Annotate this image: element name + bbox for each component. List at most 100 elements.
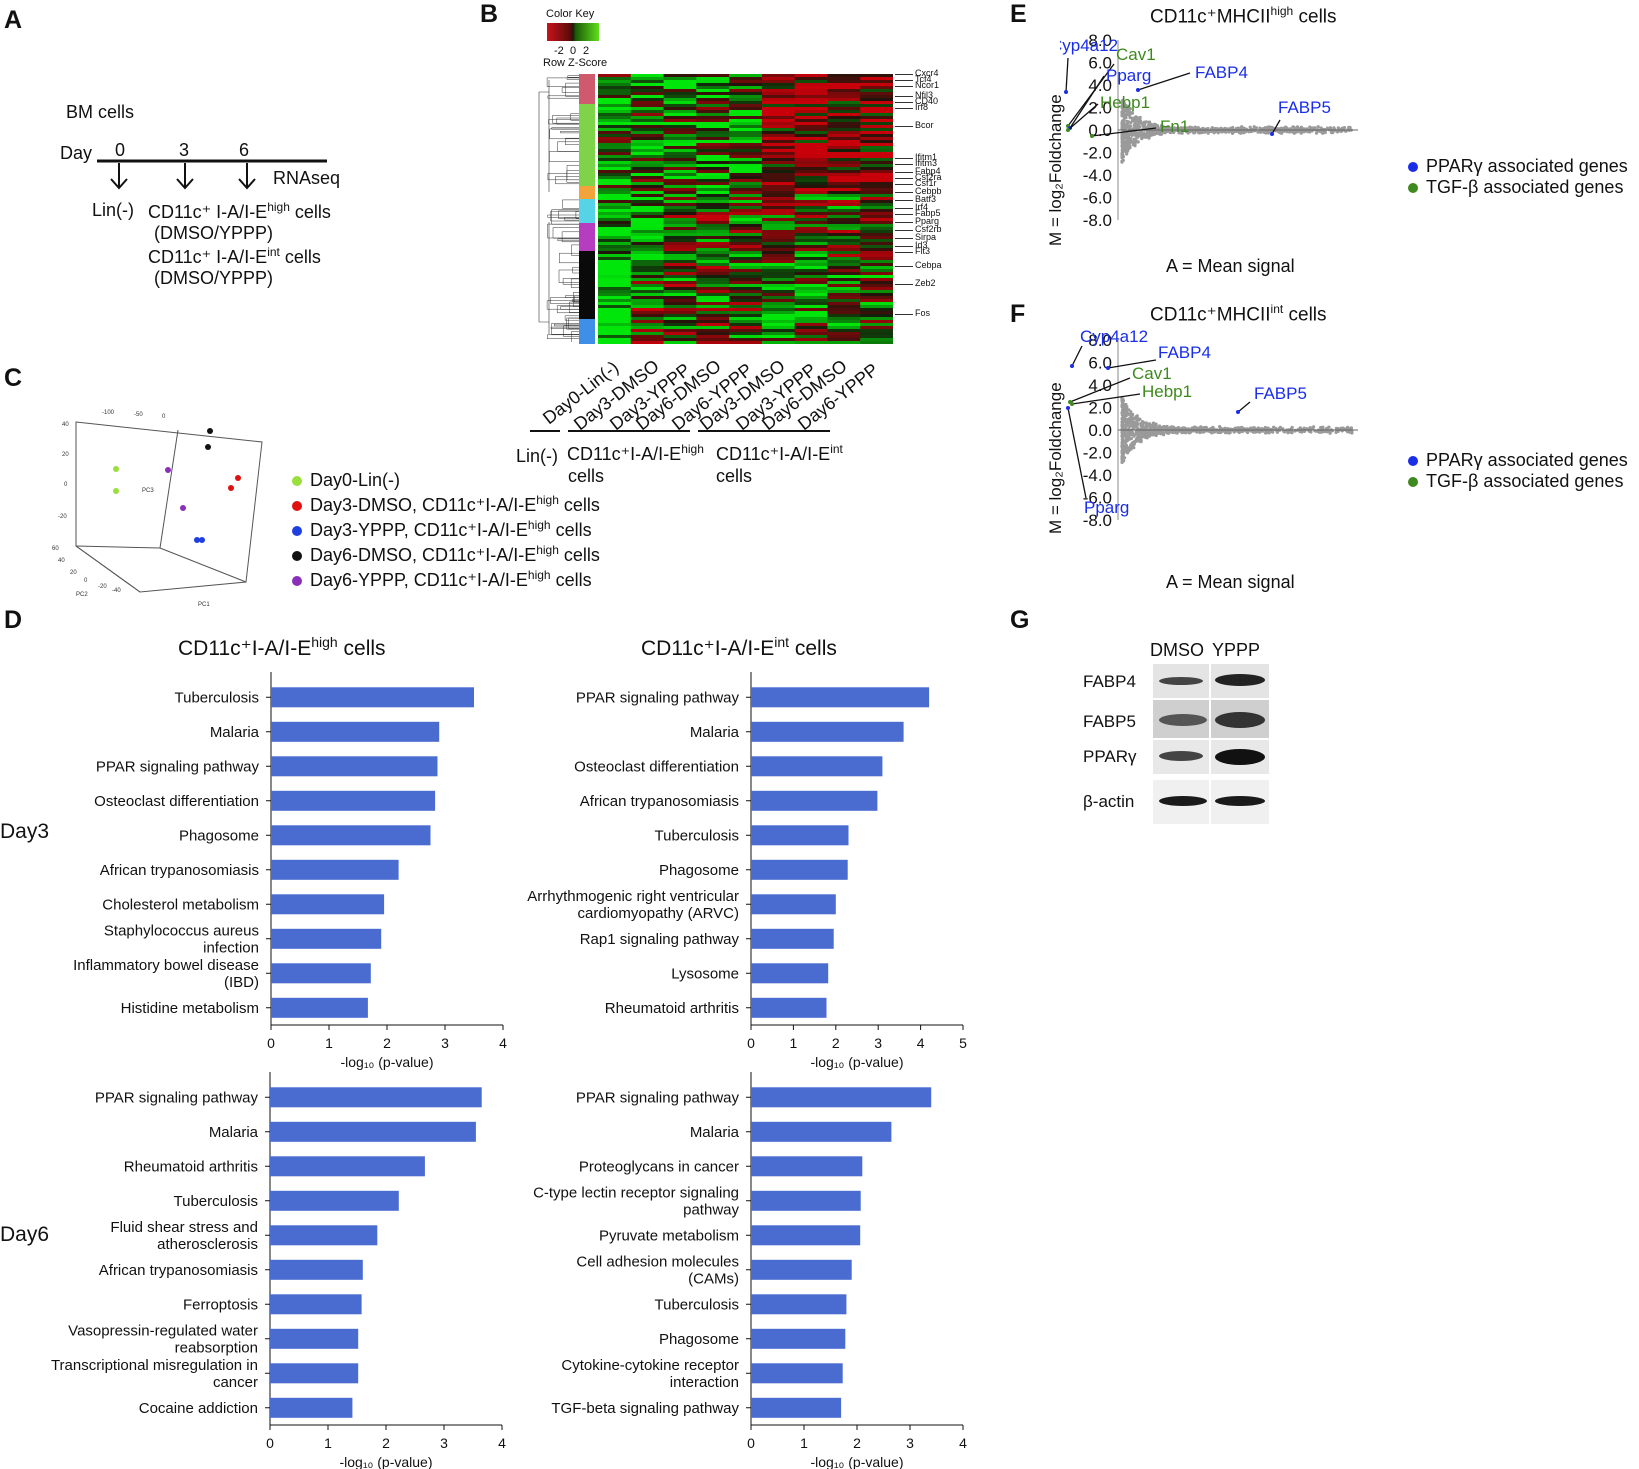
ma-point <box>1121 411 1125 415</box>
heatmap-cell <box>696 194 730 198</box>
ma-point <box>1123 407 1127 411</box>
day-6: 6 <box>239 140 250 160</box>
label-leader <box>1271 119 1281 135</box>
heatmap-cell <box>598 224 632 228</box>
ma-point <box>1132 434 1136 438</box>
ma-point <box>1169 425 1174 429</box>
heatmap-cell <box>860 311 893 315</box>
bar-1-1 <box>751 721 904 742</box>
heatmap-cell <box>827 170 861 174</box>
ma-point <box>1210 127 1214 131</box>
heatmap-cell <box>696 158 730 162</box>
heatmap-cell <box>860 101 893 105</box>
heatmap-cell <box>860 281 893 285</box>
ma-point <box>1128 424 1132 428</box>
bar-1-7 <box>751 928 834 949</box>
heatmap-cell <box>827 149 861 153</box>
ma-point <box>1155 130 1159 134</box>
y-tick-label: -4.0 <box>1083 166 1112 185</box>
heatmap-cell <box>761 332 796 336</box>
lane-dmso: DMSO <box>1150 640 1204 660</box>
x-tick-label: 2 <box>383 1035 391 1051</box>
heatmap-cell <box>630 113 665 117</box>
pc2-axis-label: PC2 <box>76 592 88 598</box>
heatmap-cell <box>860 239 893 243</box>
dendrogram-branch <box>560 306 579 310</box>
heatmap-cell <box>860 332 893 336</box>
heatmap-cell <box>860 212 893 216</box>
ma-point <box>1151 423 1155 428</box>
dendrogram-branch <box>565 295 579 298</box>
bar-label-1-2: Osteoclast differentiation <box>574 758 739 775</box>
bar-label-1-5: Phagosome <box>659 862 739 879</box>
heatmap-cell <box>794 140 828 144</box>
heatmap-cell <box>598 143 632 147</box>
heatmap-cell <box>630 158 665 162</box>
heatmap-cell <box>598 134 632 138</box>
heatmap-cell <box>761 203 796 207</box>
bar-1-9 <box>751 997 827 1018</box>
heatmap-cell <box>794 179 828 183</box>
heatmap-cell <box>598 284 632 288</box>
heatmap-cell <box>663 125 697 129</box>
label-leader <box>1137 72 1191 91</box>
heatmap-cell <box>860 272 893 276</box>
heatmap-cell <box>761 83 796 87</box>
heatmap-cell <box>663 170 697 174</box>
heatmap-cell <box>630 251 665 255</box>
heatmap-cell <box>663 275 697 279</box>
pca-point-day3-dmso-2 <box>228 485 234 491</box>
heatmap-cell <box>794 299 828 303</box>
heatmap-cell <box>663 296 697 300</box>
heatmap-cell <box>729 149 763 153</box>
panel-label-a: A <box>4 6 23 34</box>
ma-point <box>1139 130 1143 134</box>
heatmap-cell <box>630 323 665 327</box>
bar-label-3-6: Tuberculosis <box>655 1296 739 1313</box>
row-cluster-bar <box>579 74 595 344</box>
heatmap-cell <box>761 125 796 129</box>
gene-label-nfil3: Nfil3 <box>915 90 934 100</box>
heatmap-cell <box>761 134 796 138</box>
bar-label-2-5: African trypanosomiasis <box>99 1262 258 1279</box>
gene-label-fabp5: Fabp5 <box>915 208 941 218</box>
heatmap-cell <box>761 266 796 270</box>
heatmap-cell <box>598 230 632 234</box>
heatmap-cell <box>860 320 893 324</box>
heatmap-cell <box>761 251 796 255</box>
ma-point <box>1284 125 1288 129</box>
heatmap-cell <box>630 119 665 123</box>
ma-point <box>1129 411 1133 415</box>
heatmap-cell <box>696 299 730 303</box>
bar-label-3-5: Cell adhesion molecules (CAMs) <box>576 1253 739 1287</box>
heatmap-cell <box>761 254 796 258</box>
heatmap-cell <box>729 137 763 141</box>
ma-point <box>1218 425 1222 429</box>
ma-point <box>1236 429 1240 434</box>
heatmap-cell <box>761 98 796 102</box>
ma-point <box>1142 132 1146 136</box>
heatmap-cell <box>630 98 665 102</box>
gene-label-fabp5: FABP5 <box>1254 384 1307 403</box>
heatmap-cell <box>860 125 893 129</box>
heatmap-cell <box>729 236 763 240</box>
heatmap-cell <box>663 185 697 189</box>
heatmap-cell <box>761 263 796 267</box>
heatmap-cell <box>794 266 828 270</box>
heatmap-cell <box>663 236 697 240</box>
heatmap-cell <box>827 329 861 333</box>
heatmap-cell <box>794 248 828 252</box>
heatmap-cell <box>598 191 632 195</box>
heatmap-cell <box>598 227 632 231</box>
ma-point <box>1297 129 1301 134</box>
heatmap-cell <box>860 146 893 150</box>
bar-label-1-7: Rap1 signaling pathway <box>580 931 740 948</box>
heatmap-cell <box>761 242 796 246</box>
heatmap-cell <box>794 185 828 189</box>
x-axis-label: -log₁₀ (p-value) <box>810 1054 903 1070</box>
ma-point <box>1126 449 1131 453</box>
heatmap-cell <box>598 185 632 189</box>
ma-point <box>1126 135 1131 139</box>
dendrogram-branch <box>570 113 579 121</box>
gene-label-line <box>895 102 913 103</box>
